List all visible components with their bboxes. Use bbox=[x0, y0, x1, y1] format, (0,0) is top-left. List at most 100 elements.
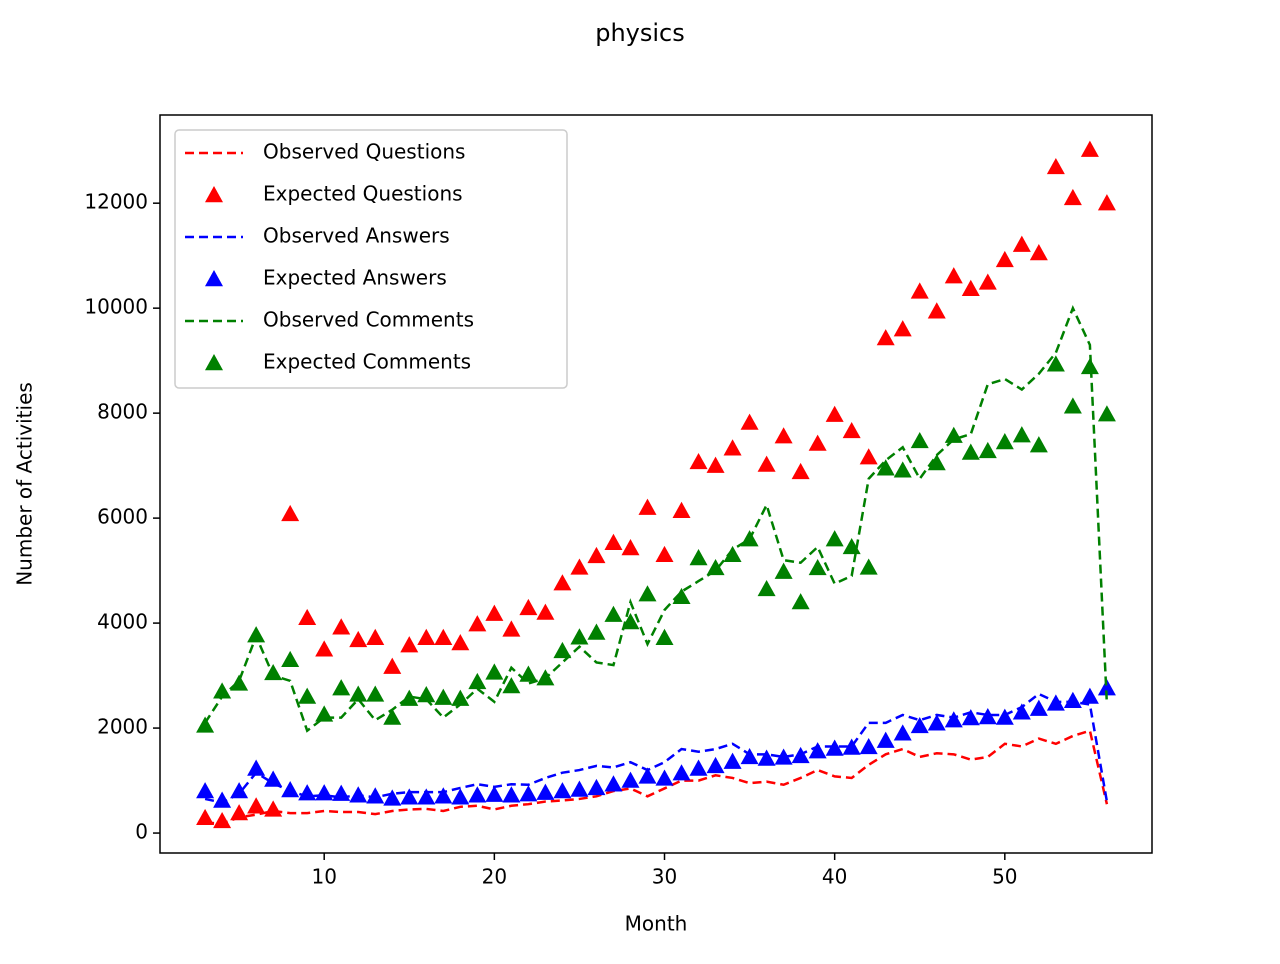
triangle-marker bbox=[621, 539, 640, 556]
triangle-marker bbox=[876, 731, 895, 748]
triangle-marker bbox=[655, 628, 674, 645]
triangle-marker bbox=[247, 626, 266, 643]
triangle-marker bbox=[842, 537, 861, 555]
triangle-marker bbox=[570, 780, 589, 797]
triangle-marker bbox=[774, 562, 793, 579]
triangle-marker bbox=[230, 804, 249, 821]
triangle-marker bbox=[383, 657, 402, 674]
legend-label: Observed Comments bbox=[263, 308, 474, 332]
triangle-marker bbox=[502, 786, 521, 803]
triangle-marker bbox=[774, 748, 793, 765]
triangle-marker bbox=[791, 593, 810, 610]
legend-marker bbox=[205, 186, 223, 203]
y-tick-label: 4000 bbox=[97, 610, 148, 634]
triangle-marker bbox=[978, 708, 997, 725]
triangle-marker bbox=[553, 574, 572, 591]
triangle-marker bbox=[383, 789, 402, 806]
triangle-marker bbox=[604, 775, 623, 792]
triangle-marker bbox=[196, 716, 215, 733]
triangle-marker bbox=[859, 448, 878, 465]
triangle-marker bbox=[366, 628, 385, 645]
triangle-marker bbox=[910, 716, 929, 734]
triangle-marker bbox=[723, 439, 742, 456]
triangle-marker bbox=[655, 769, 674, 786]
triangle-marker bbox=[638, 498, 657, 515]
triangle-marker bbox=[417, 628, 436, 645]
legend-label: Expected Answers bbox=[263, 266, 447, 290]
triangle-marker bbox=[298, 784, 317, 801]
triangle-marker bbox=[264, 663, 283, 681]
triangle-marker bbox=[808, 434, 827, 451]
triangle-marker bbox=[1046, 694, 1065, 711]
x-axis-label: Month bbox=[625, 912, 688, 936]
triangle-marker bbox=[825, 405, 844, 422]
legend-label: Observed Questions bbox=[263, 140, 465, 164]
triangle-marker bbox=[1097, 194, 1116, 211]
triangle-marker bbox=[417, 788, 436, 805]
triangle-marker bbox=[723, 752, 742, 769]
triangle-marker bbox=[451, 788, 470, 805]
triangle-marker bbox=[893, 724, 912, 741]
triangle-marker bbox=[485, 604, 504, 621]
triangle-marker bbox=[213, 811, 232, 829]
y-tick-label: 12000 bbox=[84, 190, 148, 214]
triangle-marker bbox=[298, 687, 317, 704]
triangle-marker bbox=[706, 756, 725, 774]
triangle-marker bbox=[383, 708, 402, 725]
triangle-marker bbox=[332, 784, 351, 801]
triangle-marker bbox=[859, 558, 878, 575]
triangle-marker bbox=[638, 585, 657, 602]
triangle-marker bbox=[570, 558, 589, 575]
y-tick-label: 0 bbox=[135, 820, 148, 844]
triangle-marker bbox=[1097, 405, 1116, 422]
triangle-marker bbox=[315, 640, 334, 657]
triangle-marker bbox=[791, 462, 810, 480]
triangle-marker bbox=[927, 714, 946, 731]
triangle-marker bbox=[910, 282, 929, 299]
triangle-marker bbox=[757, 455, 776, 472]
triangle-marker bbox=[502, 677, 521, 694]
triangle-marker bbox=[1063, 397, 1082, 414]
triangle-marker bbox=[706, 558, 725, 576]
chart-title: physics bbox=[595, 19, 685, 47]
triangle-marker bbox=[621, 771, 640, 788]
triangle-marker bbox=[604, 533, 623, 550]
triangle-marker bbox=[196, 808, 215, 826]
x-tick-label: 10 bbox=[311, 865, 336, 889]
triangle-marker bbox=[1080, 357, 1099, 375]
triangle-marker bbox=[451, 634, 470, 651]
triangle-marker bbox=[757, 579, 776, 597]
triangle-marker bbox=[740, 530, 759, 547]
triangle-marker bbox=[264, 800, 283, 817]
legend-label: Observed Answers bbox=[263, 224, 450, 248]
triangle-marker bbox=[1029, 436, 1048, 453]
y-axis-label: Number of Activities bbox=[13, 382, 37, 586]
triangle-marker bbox=[1080, 687, 1099, 704]
triangle-marker bbox=[434, 688, 453, 705]
triangle-marker bbox=[536, 603, 555, 620]
legend-marker bbox=[205, 270, 223, 287]
triangle-marker bbox=[196, 782, 215, 799]
triangle-marker bbox=[349, 685, 368, 702]
triangle-marker bbox=[927, 302, 946, 319]
triangle-marker bbox=[519, 665, 538, 682]
triangle-marker bbox=[961, 709, 980, 726]
triangle-marker bbox=[366, 787, 385, 804]
triangle-marker bbox=[995, 433, 1014, 450]
triangle-marker bbox=[859, 737, 878, 755]
triangle-marker bbox=[723, 545, 742, 563]
x-tick-label: 30 bbox=[652, 865, 677, 889]
triangle-marker bbox=[944, 426, 963, 443]
triangle-marker bbox=[808, 742, 827, 759]
triangle-marker bbox=[213, 682, 232, 699]
triangle-marker bbox=[995, 708, 1014, 725]
triangle-marker bbox=[1029, 699, 1048, 716]
triangle-marker bbox=[1046, 355, 1065, 372]
triangle-marker bbox=[400, 636, 419, 653]
triangle-marker bbox=[927, 454, 946, 471]
triangle-marker bbox=[281, 504, 300, 522]
triangle-marker bbox=[230, 782, 249, 799]
triangle-marker bbox=[315, 784, 334, 801]
triangle-marker bbox=[944, 711, 963, 728]
